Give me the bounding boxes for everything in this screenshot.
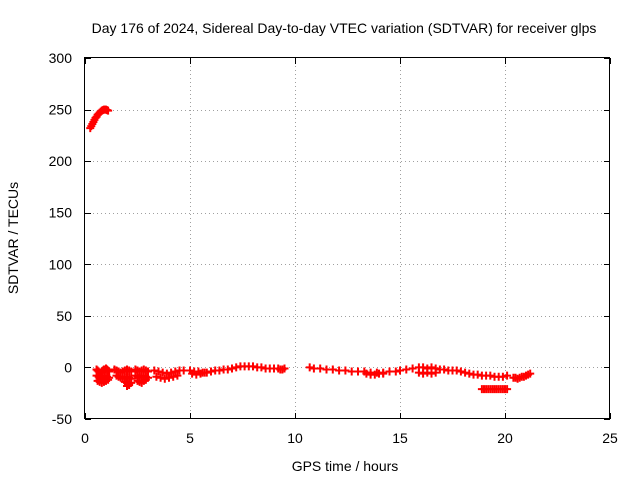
data-point: [192, 370, 201, 379]
data-point: [305, 363, 314, 372]
axis-ticks: [85, 58, 611, 420]
x-tick-label: 15: [392, 430, 408, 446]
data-point: [171, 367, 180, 376]
y-tick-label: 150: [49, 205, 73, 221]
data-point: [165, 373, 173, 382]
x-tick-label: 0: [81, 430, 89, 446]
data-point: [379, 369, 388, 378]
x-axis-label: GPS time / hours: [292, 458, 399, 474]
data-point: [461, 368, 470, 377]
y-tick-label: 300: [49, 50, 73, 66]
data-point: [280, 364, 289, 373]
data-points: [86, 105, 535, 394]
data-point: [427, 369, 436, 378]
data-point: [150, 366, 159, 375]
data-point: [503, 371, 512, 380]
plot-frame: [84, 57, 610, 419]
x-tick-label: 10: [287, 430, 303, 446]
data-point: [223, 365, 232, 374]
data-point: [127, 367, 136, 376]
x-tick-label: 20: [497, 430, 513, 446]
y-tick-labels: -50 0 50 100 150 200 250 300: [49, 50, 73, 427]
data-point: [102, 375, 110, 384]
y-tick-label: 200: [49, 153, 73, 169]
data-point: [141, 375, 150, 384]
data-point: [169, 372, 178, 381]
data-point: [215, 366, 224, 375]
data-point: [391, 367, 400, 376]
data-point: [328, 365, 337, 374]
data-point: [207, 367, 215, 376]
data-point: [249, 362, 257, 371]
data-point: [154, 367, 163, 376]
data-point: [257, 363, 266, 372]
chart-title: Day 176 of 2024, Sidereal Day-to-day VTE…: [92, 20, 597, 36]
y-tick-label: 250: [49, 102, 73, 118]
data-point: [160, 374, 169, 383]
data-point: [173, 371, 182, 380]
data-point: [402, 365, 411, 374]
y-tick-label: 100: [49, 256, 73, 272]
data-point: [396, 366, 404, 375]
y-tick-label: 0: [64, 359, 72, 375]
y-tick-label: 50: [56, 308, 72, 324]
data-point: [104, 106, 113, 115]
data-point: [316, 364, 325, 373]
data-point: [503, 385, 512, 394]
data-point: [486, 371, 495, 380]
data-point: [200, 368, 209, 377]
data-point: [162, 369, 171, 378]
y-tick-label: -50: [52, 411, 72, 427]
x-tick-labels: 0 5 10 15 20 25: [81, 430, 618, 446]
data-point: [408, 364, 417, 373]
y-axis-label: SDTVAR / TECUs: [5, 182, 21, 294]
data-point: [452, 366, 461, 375]
data-point: [440, 365, 449, 374]
x-tick-label: 5: [186, 430, 194, 446]
data-point: [188, 369, 197, 378]
data-point: [228, 364, 236, 373]
data-point: [362, 369, 371, 378]
data-point: [526, 369, 535, 378]
data-point: [232, 363, 241, 372]
data-point: [370, 370, 379, 379]
data-point: [431, 368, 440, 377]
data-point: [167, 368, 176, 377]
data-point: [156, 373, 165, 382]
data-point: [152, 372, 161, 381]
data-point: [158, 368, 167, 377]
data-point: [104, 366, 113, 375]
data-point: [196, 369, 205, 378]
data-point: [473, 370, 482, 379]
data-point: [456, 367, 465, 376]
data-point: [419, 369, 428, 378]
data-point: [414, 368, 423, 377]
data-point: [341, 366, 350, 375]
data-point: [465, 369, 474, 378]
data-point: [423, 368, 432, 377]
grid-lines: [85, 58, 610, 419]
x-tick-label: 25: [602, 430, 618, 446]
data-point: [125, 380, 134, 389]
data-point: [498, 372, 507, 381]
